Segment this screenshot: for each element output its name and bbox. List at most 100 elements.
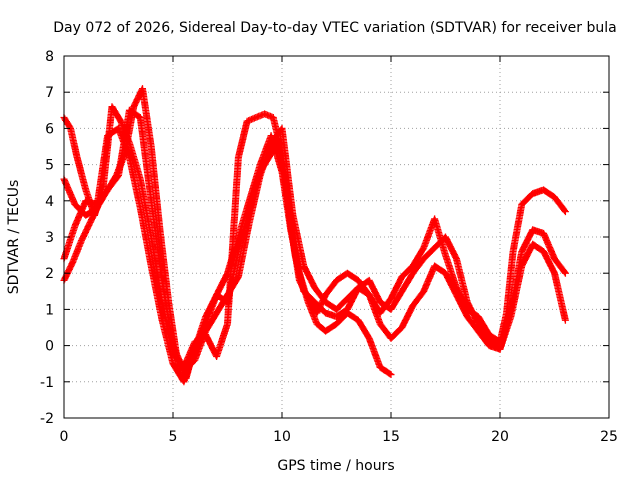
y-tick-label: 3	[45, 230, 54, 246]
data-point	[376, 320, 394, 341]
data-point	[518, 227, 536, 255]
data-point	[256, 140, 275, 179]
data-point	[300, 287, 318, 305]
data-point	[485, 334, 503, 352]
data-point	[398, 263, 416, 281]
x-tick-label: 15	[382, 429, 400, 445]
data-point	[333, 310, 350, 328]
data-point	[540, 186, 557, 200]
data-point	[169, 342, 187, 373]
data-point	[147, 143, 164, 232]
data-point	[191, 329, 209, 364]
axis-ticks: 0 5 10 15 20 25 -2 -1 0 1 2 3 4 5 6 7 8	[40, 49, 618, 445]
y-axis-label: SDTVAR / TECUs	[6, 180, 22, 295]
data-point	[452, 291, 471, 319]
data-point	[463, 313, 481, 334]
data-point	[431, 262, 448, 276]
data-point	[420, 245, 437, 263]
data-point	[333, 306, 350, 321]
data-point	[540, 248, 558, 276]
data-point	[561, 269, 569, 277]
data-point	[322, 321, 339, 335]
y-tick-label: 6	[45, 121, 54, 137]
data-point	[234, 119, 251, 161]
data-point	[343, 285, 361, 302]
x-tick-label: 25	[600, 429, 618, 445]
data-point	[452, 255, 471, 305]
y-tick-label: 1	[45, 302, 54, 318]
data-point	[343, 269, 361, 284]
data-point	[136, 204, 155, 268]
data-point	[365, 276, 383, 305]
data-point	[213, 292, 231, 317]
data-point	[202, 310, 220, 335]
data-point	[289, 211, 307, 268]
x-tick-label: 20	[491, 429, 509, 445]
data-point	[71, 198, 89, 230]
data-point	[245, 173, 264, 226]
data-point	[409, 256, 427, 277]
series-track-4	[60, 106, 569, 375]
data-point	[540, 229, 558, 261]
data-point	[147, 233, 166, 305]
data-point	[409, 289, 427, 310]
data-point	[115, 108, 133, 179]
data-point	[224, 274, 242, 299]
data-point	[311, 284, 329, 305]
data-point	[77, 220, 93, 245]
data-point	[561, 316, 569, 324]
data-point	[311, 298, 328, 316]
chart-title: Day 072 of 2026, Sidereal Day-to-day VTE…	[53, 20, 616, 36]
data-point	[551, 269, 569, 323]
data-point	[322, 278, 340, 299]
data-points	[60, 85, 569, 386]
y-tick-label: 7	[45, 85, 54, 101]
data-point	[503, 249, 517, 317]
data-point	[158, 276, 177, 348]
data-point	[376, 363, 394, 378]
data-point	[420, 263, 438, 295]
data-point	[518, 242, 536, 270]
data-point	[365, 334, 384, 370]
data-point	[93, 187, 111, 208]
data-point	[551, 193, 568, 214]
data-point	[496, 314, 514, 353]
data-point	[463, 298, 481, 326]
data-point	[291, 251, 307, 294]
data-point	[191, 314, 209, 353]
data-point	[431, 234, 448, 252]
data-point	[136, 114, 155, 203]
data-point	[387, 289, 405, 313]
y-tick-label: -2	[40, 411, 54, 427]
data-point	[354, 316, 372, 341]
data-point	[125, 153, 144, 210]
x-tick-label: 5	[169, 429, 178, 445]
data-point	[180, 357, 198, 375]
data-point	[529, 240, 546, 255]
x-tick-label: 10	[273, 429, 291, 445]
data-point	[387, 274, 405, 302]
data-point	[213, 321, 231, 360]
data-point	[104, 173, 122, 194]
data-point	[300, 262, 318, 290]
data-point	[333, 296, 350, 313]
x-axis-label: GPS time / hours	[277, 458, 394, 474]
data-point	[139, 85, 155, 149]
data-point	[67, 124, 81, 160]
data-point	[73, 153, 89, 192]
data-point	[136, 175, 155, 239]
y-tick-label: 0	[45, 339, 54, 355]
data-point	[278, 124, 297, 218]
data-point	[234, 220, 253, 281]
data-point	[365, 291, 384, 326]
y-tick-label: 4	[45, 194, 54, 210]
data-point	[82, 205, 99, 219]
y-tick-label: 5	[45, 158, 54, 174]
data-point	[442, 251, 460, 290]
data-point	[409, 245, 427, 270]
x-tick-label: 0	[60, 429, 69, 445]
data-point	[69, 238, 85, 266]
data-point	[561, 208, 569, 216]
data-point	[108, 103, 124, 124]
data-point	[125, 139, 144, 182]
